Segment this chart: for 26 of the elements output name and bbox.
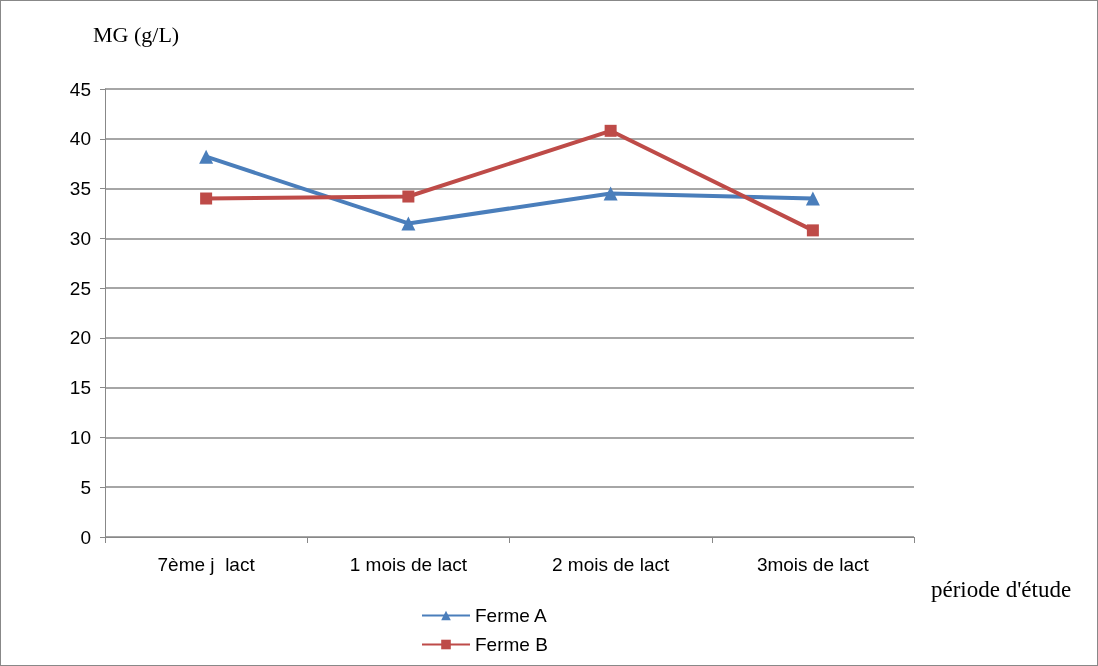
point (199, 149, 214, 164)
y-tick-label: 15 (69, 377, 91, 399)
y-tick-label: 40 (69, 128, 91, 150)
y-tick-label: 0 (80, 526, 91, 548)
y-tick-label: 5 (80, 476, 91, 498)
y-tick-label: 20 (69, 327, 91, 349)
legend-label: Ferme A (475, 605, 548, 626)
x-tick-label: 3mois de lact (756, 554, 870, 575)
point (604, 124, 617, 137)
legend-label: Ferme B (475, 634, 548, 655)
point (200, 192, 213, 205)
y-tick-label: 30 (69, 227, 91, 249)
y-axis-title: MG (g/L) (93, 21, 180, 47)
point (806, 224, 819, 237)
point (402, 190, 415, 203)
point (805, 191, 820, 206)
x-tick-label: 1 mois de lact (349, 554, 468, 575)
x-tick-label: 7ème j lact (157, 554, 256, 575)
y-tick-label: 10 (69, 426, 91, 448)
y-tick-label: 25 (69, 277, 91, 299)
y-tick-label: 35 (69, 178, 91, 200)
point (401, 216, 416, 231)
point (603, 186, 618, 201)
x-axis-title: période d'étude (931, 577, 1072, 602)
y-tick-label: 45 (69, 78, 91, 100)
x-tick-label: 2 mois de lact (552, 554, 670, 575)
